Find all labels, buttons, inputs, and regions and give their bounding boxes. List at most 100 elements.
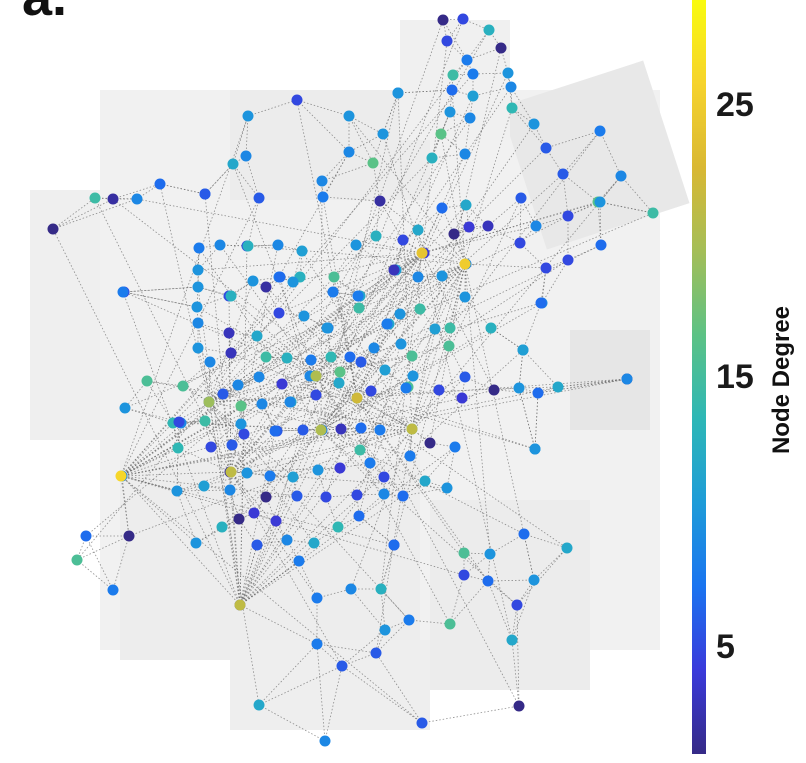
network-edge <box>195 518 240 544</box>
network-edge <box>208 295 359 403</box>
network-node <box>205 441 217 453</box>
network-node <box>80 530 92 542</box>
network-edge <box>320 429 385 495</box>
network-node <box>378 488 390 500</box>
network-node <box>287 471 299 483</box>
network-edge <box>177 447 232 473</box>
network-node <box>459 291 471 303</box>
network-node <box>441 482 453 494</box>
network-edge <box>315 375 385 478</box>
network-edge <box>208 401 315 544</box>
network-edge <box>411 175 622 430</box>
network-node <box>447 69 459 81</box>
network-node <box>388 539 400 551</box>
network-node <box>562 254 574 266</box>
network-node <box>594 125 606 137</box>
network-edge <box>230 375 414 473</box>
network-node <box>461 54 473 66</box>
network-edge <box>620 175 654 214</box>
network-node <box>459 148 471 160</box>
network-node <box>311 638 323 650</box>
network-edge <box>219 244 317 377</box>
network-edge <box>159 183 206 195</box>
network-node <box>325 351 337 363</box>
network-node <box>433 384 445 396</box>
network-node <box>374 195 386 207</box>
network-edge <box>322 196 358 399</box>
network-node <box>437 14 449 26</box>
network-edge <box>230 117 471 473</box>
network-edge <box>537 378 628 394</box>
network-edge <box>240 375 317 425</box>
network-node <box>171 485 183 497</box>
network-edge <box>466 47 502 61</box>
floor-plan-background <box>30 20 690 730</box>
network-node <box>192 264 204 276</box>
network-edge <box>316 588 352 599</box>
network-edge <box>541 259 569 304</box>
network-node <box>242 110 254 122</box>
network-edge <box>197 286 232 297</box>
network-edge <box>247 99 298 117</box>
network-node <box>225 466 237 478</box>
network-node <box>154 178 166 190</box>
network-node <box>320 491 332 503</box>
network-node <box>335 423 347 435</box>
network-edge <box>372 162 381 202</box>
network-edge <box>466 59 474 75</box>
network-node <box>328 271 340 283</box>
colorbar-title: Node Degree <box>768 305 795 455</box>
network-edge <box>209 361 224 395</box>
network-edge <box>519 197 522 244</box>
network-edge <box>208 401 294 478</box>
network-edge <box>333 276 358 399</box>
network-edge <box>210 252 423 448</box>
network-node <box>456 392 468 404</box>
network-node <box>552 381 564 393</box>
network-edge <box>281 383 358 399</box>
network-node <box>352 290 364 302</box>
network-edge <box>208 327 329 403</box>
network-map <box>30 13 690 747</box>
network-edge <box>112 183 161 200</box>
network-node <box>131 193 143 205</box>
network-edge <box>487 197 522 227</box>
network-node <box>281 352 293 364</box>
network-node <box>308 537 320 549</box>
network-edge <box>464 117 471 155</box>
network-edge <box>52 198 138 230</box>
network-edge <box>261 403 413 430</box>
network-edge <box>355 244 395 271</box>
network-edge <box>434 327 451 330</box>
network-edge <box>518 349 524 389</box>
network-node <box>287 276 299 288</box>
network-node <box>199 415 211 427</box>
network-edge <box>120 401 210 477</box>
network-edge <box>239 130 601 606</box>
network-node <box>379 624 391 636</box>
network-edge <box>247 245 466 265</box>
network-node <box>284 396 296 408</box>
network-node <box>226 439 238 451</box>
network-edge <box>128 428 413 537</box>
network-edge <box>533 547 568 581</box>
network-edge <box>52 198 114 230</box>
network-edge <box>348 133 384 153</box>
network-node <box>256 398 268 410</box>
network-node <box>467 90 479 102</box>
network-node <box>424 437 436 449</box>
network-edge <box>120 386 559 477</box>
network-node <box>333 377 345 389</box>
network-edge <box>540 267 547 304</box>
network-node <box>378 471 390 483</box>
network-edge <box>120 197 260 477</box>
network-node <box>397 490 409 502</box>
network-edge <box>85 535 114 591</box>
network-edge <box>230 173 564 473</box>
network-node <box>47 223 59 235</box>
network-edge <box>320 92 399 431</box>
network-node <box>444 618 456 630</box>
network-edge <box>411 47 502 430</box>
network-node <box>173 416 185 428</box>
network-edge <box>449 574 465 625</box>
